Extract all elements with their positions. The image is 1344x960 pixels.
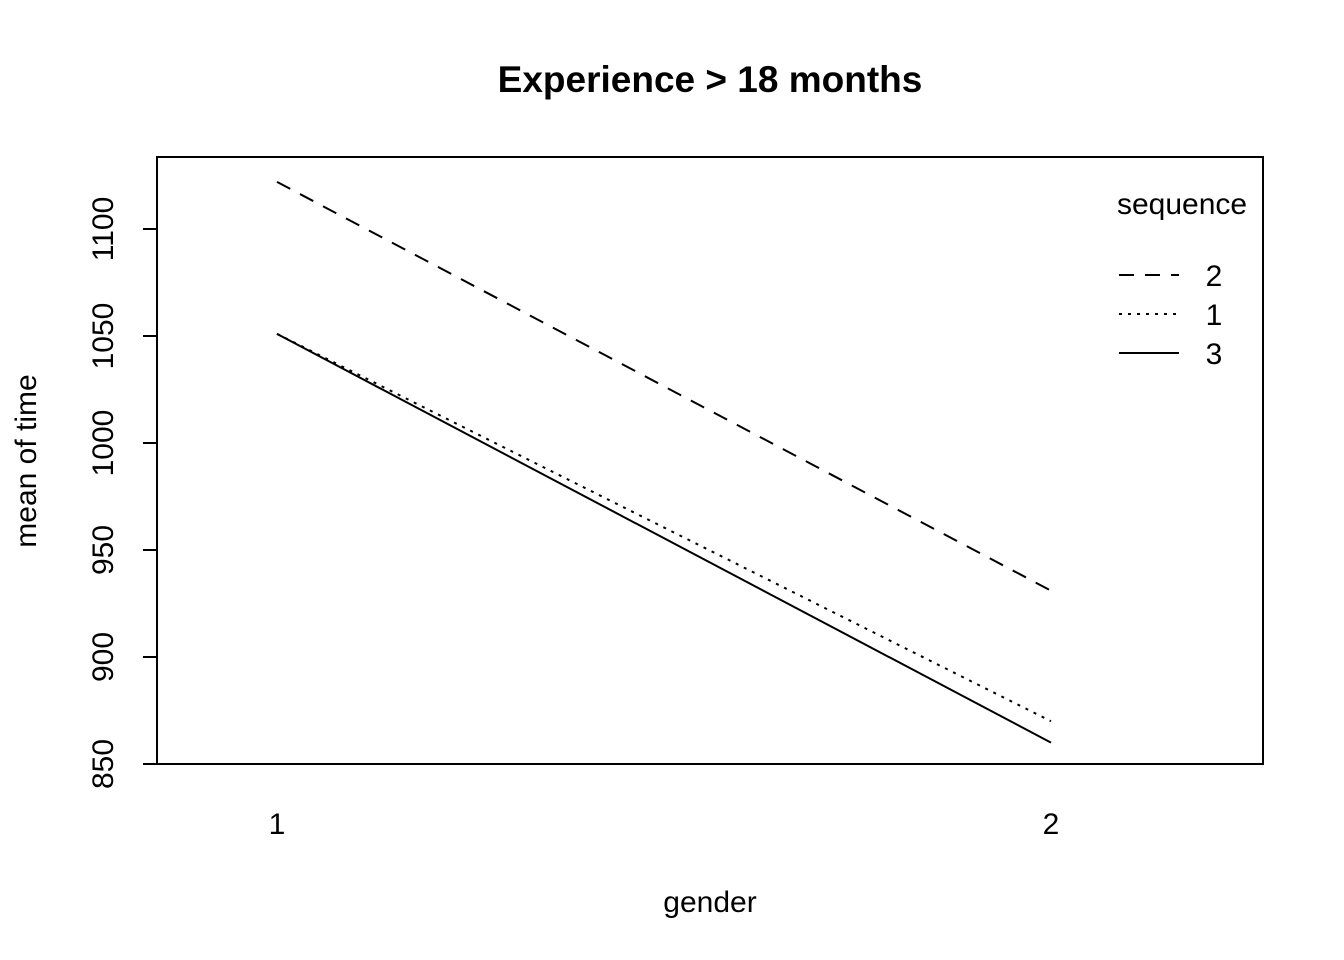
series-line-2	[276, 181, 1052, 592]
legend-title: sequence	[1117, 188, 1247, 221]
y-tick-label: 950	[87, 525, 120, 575]
legend: sequence 2 1 3	[1117, 188, 1247, 371]
legend-label-2: 2	[1206, 260, 1223, 293]
x-axis-label: gender	[663, 886, 756, 919]
x-tick-label: 2	[1043, 808, 1060, 841]
legend-label-1: 1	[1206, 299, 1223, 332]
y-tick-label: 850	[87, 739, 120, 789]
y-axis: 850 900 950 1000 1050 1100	[87, 197, 158, 789]
x-tick-label: 1	[269, 808, 286, 841]
series-lines	[276, 181, 1052, 744]
y-tick-label: 1050	[87, 303, 120, 370]
y-tick-label: 900	[87, 632, 120, 682]
series-line-3	[276, 332, 1052, 744]
y-tick-label: 1100	[87, 197, 120, 262]
chart-title: Experience > 18 months	[498, 59, 923, 100]
series-line-1	[276, 332, 1052, 723]
legend-label-3: 3	[1206, 338, 1223, 371]
y-axis-label: mean of time	[10, 374, 43, 547]
plot-frame	[156, 156, 1264, 765]
y-tick-label: 1000	[87, 410, 120, 477]
